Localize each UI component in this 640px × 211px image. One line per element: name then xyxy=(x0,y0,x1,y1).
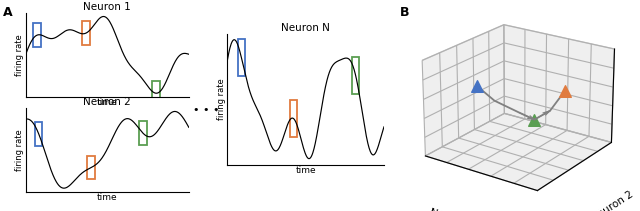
Y-axis label: firing rate: firing rate xyxy=(15,129,24,171)
Bar xyxy=(83,21,90,45)
Bar xyxy=(352,57,359,94)
Text: A: A xyxy=(3,6,13,19)
Bar xyxy=(152,81,160,105)
Text: B: B xyxy=(400,6,410,19)
Bar xyxy=(35,122,42,146)
Y-axis label: firing rate: firing rate xyxy=(217,78,226,120)
Y-axis label: firing rate: firing rate xyxy=(15,34,24,76)
Title: Neuron 2: Neuron 2 xyxy=(83,97,131,107)
Title: Neuron 1: Neuron 1 xyxy=(83,2,131,12)
X-axis label: time: time xyxy=(295,166,316,175)
Bar xyxy=(33,23,41,47)
X-axis label: Neuron 1: Neuron 1 xyxy=(429,207,477,211)
Y-axis label: Neuron 2: Neuron 2 xyxy=(590,189,636,211)
X-axis label: time: time xyxy=(97,193,118,202)
Bar xyxy=(289,100,296,137)
Title: Neuron N: Neuron N xyxy=(281,23,330,33)
X-axis label: time: time xyxy=(97,99,118,107)
Bar xyxy=(238,39,245,76)
Text: • • •: • • • xyxy=(193,105,220,115)
Bar xyxy=(87,156,95,179)
Bar xyxy=(140,121,147,145)
